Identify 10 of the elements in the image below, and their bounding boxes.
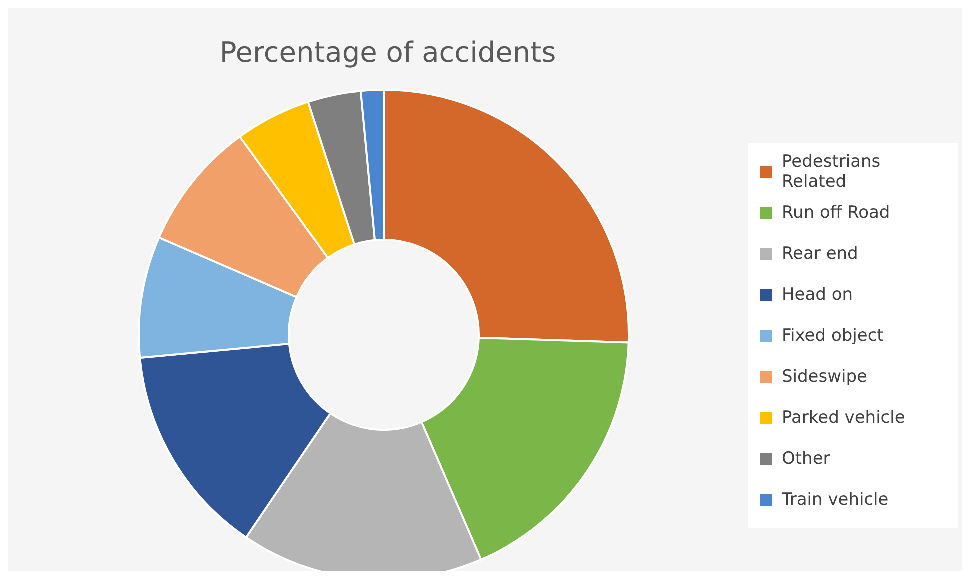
legend-label: Pedestrians Related bbox=[782, 152, 882, 192]
legend-label: Other bbox=[782, 448, 830, 468]
legend-label: Train vehicle bbox=[782, 490, 889, 510]
chart-title: Percentage of accidents bbox=[218, 36, 558, 69]
legend-label: Parked vehicle bbox=[782, 408, 906, 428]
legend-label: Sideswipe bbox=[782, 366, 868, 386]
legend-label: Fixed object bbox=[782, 326, 884, 346]
legend-label: Head on bbox=[782, 284, 854, 304]
legend-label: Rear end bbox=[782, 244, 858, 264]
legend-label: Run off Road bbox=[782, 202, 890, 222]
